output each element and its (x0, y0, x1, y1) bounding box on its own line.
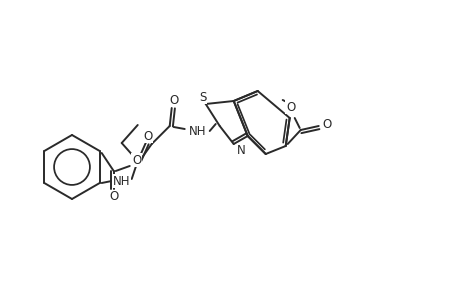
Text: O: O (143, 130, 152, 142)
Text: NH: NH (113, 175, 130, 188)
Text: N: N (237, 143, 246, 157)
Text: S: S (199, 91, 206, 103)
Text: O: O (109, 190, 118, 203)
Text: O: O (285, 100, 295, 113)
Text: O: O (169, 94, 178, 106)
Text: O: O (132, 154, 141, 166)
Text: NH: NH (189, 124, 206, 137)
Text: O: O (321, 118, 330, 130)
